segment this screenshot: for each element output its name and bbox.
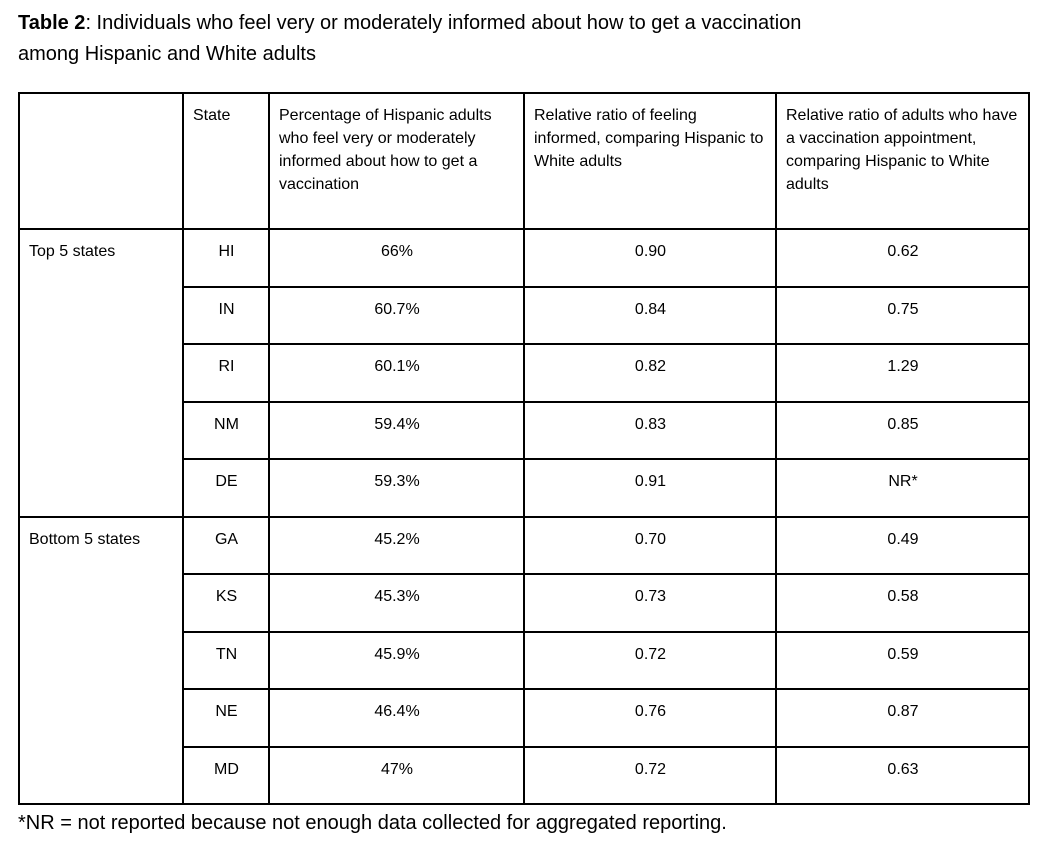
ratio-appointment-cell: 1.29 <box>775 343 1030 403</box>
ratio-appointment-cell: 0.62 <box>775 228 1030 288</box>
percentage-cell: 59.4% <box>268 400 525 460</box>
footnote: *NR = not reported because not enough da… <box>18 812 727 834</box>
column-header-group <box>18 92 184 230</box>
state-cell: KS <box>182 573 270 633</box>
percentage-cell: 60.1% <box>268 343 525 403</box>
header-row: State Percentage of Hispanic adults who … <box>18 92 1030 230</box>
percentage-cell: 45.3% <box>268 573 525 633</box>
percentage-cell: 46.4% <box>268 688 525 748</box>
table-row: TN 45.9% 0.72 0.59 <box>19 630 1030 690</box>
percentage-cell: 45.9% <box>268 630 525 690</box>
ratio-informed-cell: 0.90 <box>523 228 777 288</box>
ratio-informed-cell: 0.70 <box>523 515 777 575</box>
ratio-appointment-cell: 0.58 <box>775 573 1030 633</box>
percentage-cell: 59.3% <box>268 458 525 518</box>
table-row: IN 60.7% 0.84 0.75 <box>19 285 1030 345</box>
table-row: NM 59.4% 0.83 0.85 <box>19 400 1030 460</box>
ratio-appointment-cell: 0.49 <box>775 515 1030 575</box>
state-cell: HI <box>182 228 270 288</box>
state-cell: IN <box>182 285 270 345</box>
table-row: RI 60.1% 0.82 1.29 <box>19 343 1030 403</box>
ratio-informed-cell: 0.72 <box>523 630 777 690</box>
ratio-appointment-cell: NR* <box>775 458 1030 518</box>
percentage-cell: 45.2% <box>268 515 525 575</box>
ratio-informed-cell: 0.84 <box>523 285 777 345</box>
ratio-appointment-cell: 0.59 <box>775 630 1030 690</box>
state-cell: GA <box>182 515 270 575</box>
table-row: DE 59.3% 0.91 NR* <box>19 458 1030 518</box>
ratio-informed-cell: 0.83 <box>523 400 777 460</box>
table-title-line1: Table 2: Individuals who feel very or mo… <box>18 8 801 39</box>
table-title-text: : Individuals who feel very or moderatel… <box>85 12 802 34</box>
table-row: NE 46.4% 0.76 0.87 <box>19 688 1030 748</box>
ratio-informed-cell: 0.76 <box>523 688 777 748</box>
table-row: KS 45.3% 0.73 0.58 <box>19 573 1030 633</box>
percentage-cell: 47% <box>268 745 525 805</box>
table-title-label: Table 2 <box>18 12 86 34</box>
ratio-appointment-cell: 0.75 <box>775 285 1030 345</box>
ratio-informed-cell: 0.82 <box>523 343 777 403</box>
state-cell: TN <box>182 630 270 690</box>
table-row: MD 47% 0.72 0.63 <box>19 745 1030 805</box>
column-header-ratio-informed: Relative ratio of feeling informed, comp… <box>523 92 777 230</box>
state-cell: RI <box>182 343 270 403</box>
ratio-informed-cell: 0.72 <box>523 745 777 805</box>
ratio-appointment-cell: 0.87 <box>775 688 1030 748</box>
column-header-ratio-appointment: Relative ratio of adults who have a vacc… <box>775 92 1030 230</box>
ratio-informed-cell: 0.73 <box>523 573 777 633</box>
state-cell: MD <box>182 745 270 805</box>
row-group-label-bottom5: Bottom 5 states <box>18 515 184 805</box>
state-cell: DE <box>182 458 270 518</box>
data-table: State Percentage of Hispanic adults who … <box>18 92 1030 805</box>
percentage-cell: 66% <box>268 228 525 288</box>
percentage-cell: 60.7% <box>268 285 525 345</box>
ratio-appointment-cell: 0.63 <box>775 745 1030 805</box>
state-cell: NM <box>182 400 270 460</box>
table-title: Table 2: Individuals who feel very or mo… <box>18 8 801 70</box>
row-group-label-top5: Top 5 states <box>18 228 184 518</box>
ratio-appointment-cell: 0.85 <box>775 400 1030 460</box>
column-header-state: State <box>182 92 270 230</box>
table-row: Top 5 states HI 66% 0.90 0.62 <box>18 228 1030 518</box>
state-cell: NE <box>182 688 270 748</box>
column-header-percentage: Percentage of Hispanic adults who feel v… <box>268 92 525 230</box>
ratio-informed-cell: 0.91 <box>523 458 777 518</box>
table-title-line2: among Hispanic and White adults <box>18 43 316 65</box>
table-row: Bottom 5 states GA 45.2% 0.70 0.49 <box>18 515 1030 805</box>
